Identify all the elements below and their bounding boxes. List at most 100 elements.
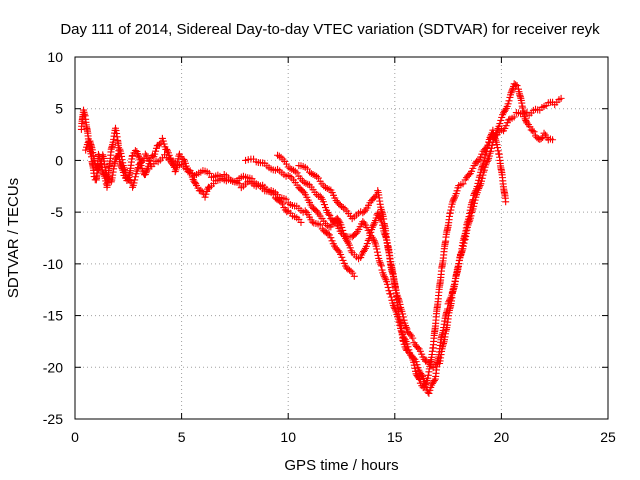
data-point: [96, 162, 104, 170]
data-point: [530, 128, 538, 136]
data-point: [557, 94, 565, 102]
data-point: [510, 113, 518, 121]
data-point: [463, 219, 471, 227]
data-point: [398, 329, 406, 337]
data-point: [400, 316, 408, 324]
data-point: [519, 104, 527, 112]
data-point: [347, 267, 355, 275]
data-point: [116, 145, 124, 153]
data-point: [387, 290, 395, 298]
data-point: [376, 259, 384, 267]
data-point: [474, 179, 482, 187]
data-point: [482, 147, 490, 155]
data-point: [131, 176, 139, 184]
data-point: [131, 173, 139, 181]
x-tick-label: 15: [387, 429, 403, 445]
data-point: [416, 347, 424, 355]
data-point: [323, 222, 331, 230]
data-point: [410, 354, 418, 362]
y-tick-label: 5: [55, 101, 63, 117]
data-point: [465, 213, 473, 221]
data-point: [360, 208, 368, 216]
grid: [75, 57, 608, 419]
y-tick-label: -15: [43, 308, 63, 324]
data-point: [383, 280, 391, 288]
data-point: [537, 135, 545, 143]
data-point: [322, 183, 330, 191]
data-point: [496, 120, 504, 128]
data-point: [395, 318, 403, 326]
data-point: [406, 330, 414, 338]
data-point: [497, 116, 505, 124]
data-point: [470, 190, 478, 198]
data-point: [478, 162, 486, 170]
data-point: [414, 344, 422, 352]
data-point: [122, 169, 130, 177]
data-point: [180, 155, 188, 163]
data-point: [424, 371, 432, 379]
data-point: [369, 235, 377, 243]
data-point: [327, 234, 335, 242]
data-point: [447, 206, 455, 214]
data-point: [82, 146, 90, 154]
y-tick-label: -5: [51, 204, 64, 220]
data-point: [277, 153, 285, 161]
data-point: [402, 323, 410, 331]
x-tick-label: 0: [71, 429, 79, 445]
data-point: [449, 198, 457, 206]
data-point: [479, 161, 487, 169]
data-point: [494, 144, 502, 152]
data-point: [446, 295, 454, 303]
data-point: [469, 197, 477, 205]
data-point: [529, 127, 537, 135]
data-point: [151, 150, 159, 158]
y-axis-title: SDTVAR / TECUs: [5, 178, 22, 298]
data-point: [409, 334, 417, 342]
data-point: [369, 222, 377, 230]
data-point: [313, 191, 321, 199]
data-point: [94, 165, 102, 173]
data-point: [374, 251, 382, 259]
data-point: [308, 218, 316, 226]
data-point: [391, 280, 399, 288]
x-tick-label: 10: [280, 429, 296, 445]
data-point: [489, 126, 497, 134]
data-point: [297, 218, 305, 226]
data-point: [502, 122, 510, 130]
data-point: [338, 223, 346, 231]
data-point: [339, 256, 347, 264]
data-point: [385, 287, 393, 295]
data-point: [394, 315, 402, 323]
data-point: [505, 97, 513, 105]
data-point: [394, 295, 402, 303]
data-point: [323, 185, 331, 193]
data-point: [316, 221, 324, 229]
data-point: [345, 266, 353, 274]
data-point: [370, 220, 378, 228]
data-point: [338, 203, 345, 211]
data-point: [481, 154, 489, 162]
data-point: [476, 171, 484, 179]
data-point: [134, 165, 142, 173]
data-point: [306, 168, 314, 176]
data-point: [338, 253, 346, 261]
data-point: [117, 149, 125, 157]
data-point: [493, 141, 501, 149]
data-point: [508, 86, 516, 94]
data-point: [304, 180, 312, 188]
data-point: [326, 211, 334, 219]
data-point: [449, 285, 457, 293]
data-point: [453, 187, 461, 195]
data-point: [201, 193, 209, 201]
data-point: [471, 188, 479, 196]
data-point: [313, 172, 321, 180]
data-point: [373, 248, 381, 256]
chart-title: Day 111 of 2014, Sidereal Day-to-day VTE…: [60, 21, 600, 38]
y-tick-label: 0: [55, 152, 63, 168]
data-point: [352, 229, 360, 237]
x-tick-label: 25: [600, 429, 616, 445]
data-point: [475, 176, 483, 184]
data-point: [371, 238, 379, 246]
data-point: [302, 179, 310, 187]
data-point: [373, 245, 381, 253]
